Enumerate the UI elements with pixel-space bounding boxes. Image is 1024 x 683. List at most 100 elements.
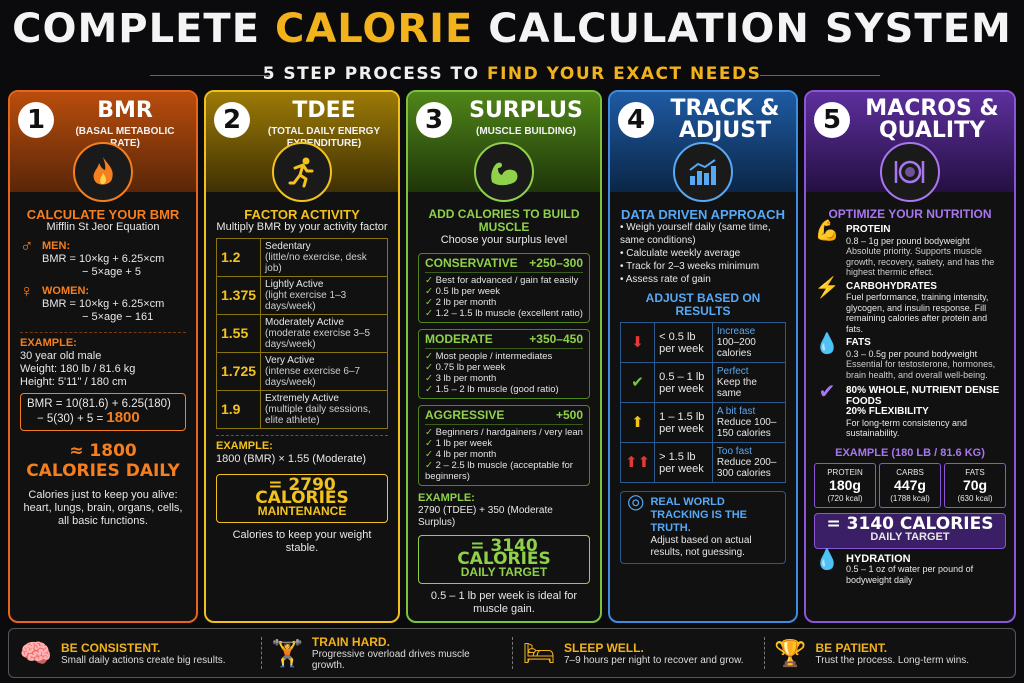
action-text: Keep the same xyxy=(716,377,757,399)
activity-factor: 1.2 xyxy=(215,238,262,277)
footer-tip: 🏆 BE PATIENT. Trust the process. Long-term… xyxy=(763,629,1016,677)
tier-item: 4 lb per month xyxy=(425,449,583,460)
section-title: DATA DRIVEN APPROACH xyxy=(621,207,785,222)
male-icon: ♂ xyxy=(20,236,34,256)
macro-item: 💪 PROTEIN 0.8 – 1g per pound bodyweight Abs… xyxy=(814,220,1006,278)
tip-title: TRAIN HARD. xyxy=(311,635,390,649)
macro-note: Essential for testosterone, hormones, br… xyxy=(846,359,996,380)
macros-result-sub: DAILY TARGET xyxy=(870,530,950,543)
macro-item: 💧 FATS 0.3 – 0.5g per pound bodyweight Esse… xyxy=(814,334,1006,380)
tracking-steps: Weigh yourself daily (same time, same co… xyxy=(620,221,786,286)
page-title: COMPLETE CALORIE CALCULATION SYSTEM xyxy=(12,6,1012,52)
macro-cell-value: 70g xyxy=(962,476,988,493)
step-title: BMR xyxy=(97,98,153,123)
tip-desc: Small daily actions create big results. xyxy=(61,654,226,666)
footer-tip: 🧠 BE CONSISTENT. Small daily actions creat… xyxy=(9,629,261,677)
step-tdee-card: 2 TDEE (TOTAL DAILY ENERGY EXPENDITURE) … xyxy=(204,90,400,623)
target-icon: ◎ xyxy=(627,491,645,513)
adjust-action: Too fast Reduce 200–300 calories xyxy=(711,442,787,483)
quality-title: 80% WHOLE, NUTRIENT DENSE FOODS xyxy=(846,385,1000,407)
example-label: EXAMPLE: xyxy=(216,440,273,452)
macro-cell-value: 180g xyxy=(829,476,861,493)
list-item: Track for 2–3 weeks minimum xyxy=(620,260,786,273)
tier-item: Best for advanced / gain fat easily xyxy=(425,275,583,286)
example-label: EXAMPLE: xyxy=(20,337,77,349)
action-label: Too fast xyxy=(716,446,752,457)
tier-item: 1 lb per week xyxy=(425,438,583,449)
macro-cell: FATS 70g (630 kcal) xyxy=(944,462,1006,508)
step-subtitle: (BASAL METABOLIC RATE) xyxy=(75,126,175,149)
tip-desc: Progressive overload drives muscle growt… xyxy=(311,649,470,671)
divider xyxy=(760,75,880,76)
macro-note: Absolute priority. Supports muscle growt… xyxy=(846,246,995,277)
check-circle-icon: ✔ xyxy=(818,381,836,403)
trophy-icon: 🏆 xyxy=(774,637,807,668)
list-item: Assess rate of gain xyxy=(620,273,786,286)
example-line: 2790 (TDEE) + 350 (Moderate Surplus) xyxy=(418,505,553,528)
women-equation-2: − 5×age − 161 xyxy=(82,311,154,323)
adjust-title: ADJUST BASED ON RESULTS xyxy=(645,291,761,318)
step-title: MACROS & QUALITY xyxy=(865,96,999,143)
tier-value: +350–450 xyxy=(529,332,583,346)
surplus-result: = 3140 CALORIES xyxy=(457,536,551,569)
macro-icon: 💪 xyxy=(814,220,840,242)
tier-item: 1.2 – 1.5 lb muscle (excellent ratio) xyxy=(425,308,583,319)
macros-result: = 3140 CALORIES xyxy=(826,513,994,534)
tip-title: REAL WORLD TRACKING IS THE TRUTH. xyxy=(650,496,748,534)
tier-item: 2 lb per month xyxy=(425,297,583,308)
tips-footer: 🧠 BE CONSISTENT. Small daily actions creat… xyxy=(8,628,1016,678)
activity-row: 1.9 Extremely Active (multiple daily sessi… xyxy=(215,390,388,429)
activity-desc: Extremely Active (multiple daily sessions… xyxy=(260,390,388,429)
quality-title-2: 20% FLEXIBILITY xyxy=(846,406,929,417)
tier-name: MODERATE xyxy=(425,332,493,346)
bar-chart-icon xyxy=(673,142,733,202)
action-label: A bit fast xyxy=(716,406,756,417)
step-number: 5 xyxy=(814,102,850,138)
activity-level: Sedentary xyxy=(265,241,311,252)
activity-factor: 1.55 xyxy=(215,314,262,353)
section-title: ADD CALORIES TO BUILD MUSCLE xyxy=(428,207,580,234)
arrow-icon: ✔ xyxy=(619,362,656,403)
activity-detail: (light exercise 1–3 days/week) xyxy=(265,290,347,312)
activity-desc: Very Active (intense exercise 6–7 days/we… xyxy=(260,352,388,391)
activity-desc: Moderately Active (moderate exercise 3–5 … xyxy=(260,314,388,353)
bmr-result: ≈ 1800 CALORIES DAILY xyxy=(26,441,180,481)
female-icon: ♀ xyxy=(20,281,34,301)
divider xyxy=(150,75,270,76)
arrow-icon: ⬆ xyxy=(619,402,656,443)
macro-cell: CARBS 447g (1788 kcal) xyxy=(879,462,941,508)
macro-item: ⚡ CARBOHYDRATES Fuel performance, training… xyxy=(814,278,1006,335)
tier-item: 0.75 lb per week xyxy=(425,362,583,373)
tier-item: 1.5 – 2 lb muscle (good ratio) xyxy=(425,384,583,395)
macro-cell-label: CARBS xyxy=(896,467,924,477)
macro-cell-kcal: (1788 kcal) xyxy=(890,493,930,503)
tier-name: AGGRESSIVE xyxy=(425,408,505,422)
plate-icon xyxy=(880,142,940,202)
action-text: 100–200 calories xyxy=(716,337,756,359)
activity-row: 1.375 Lightly Active (light exercise 1–3 d… xyxy=(215,276,388,315)
activity-detail: (moderate exercise 3–5 days/week) xyxy=(265,328,371,350)
section-desc: Choose your surplus level xyxy=(440,234,568,246)
action-text: Reduce 200–300 calories xyxy=(716,457,777,479)
macro-cell-label: PROTEIN xyxy=(827,467,863,477)
example-line: 30 year old male xyxy=(20,350,102,362)
macro-cell-value: 447g xyxy=(894,476,926,493)
running-icon xyxy=(272,142,332,202)
adjust-action: A bit fast Reduce 100–150 calories xyxy=(711,402,787,443)
tdee-result: = 2790 CALORIES xyxy=(255,475,349,508)
surplus-result-sub: DAILY TARGET xyxy=(460,565,548,579)
step-number: 3 xyxy=(416,102,452,138)
gain-rate: < 0.5 lb per week xyxy=(654,322,713,363)
macro-desc: 0.8 – 1g per pound bodyweight xyxy=(846,235,970,246)
tier-item: Beginners / hardgainers / very lean xyxy=(425,427,583,438)
bmr-note: Calories just to keep you alive: heart, … xyxy=(23,489,183,527)
example-line: 1800 (BMR) × 1.55 (Moderate) xyxy=(216,453,367,465)
step-subtitle: (TOTAL DAILY ENERGY EXPENDITURE) xyxy=(267,126,381,149)
macro-cell-label: FATS xyxy=(965,467,985,477)
brain-icon: 🧠 xyxy=(19,637,53,668)
gain-rate: 0.5 – 1 lb per week xyxy=(654,362,713,403)
women-equation: BMR = 10×kg + 6.25×cm xyxy=(42,298,165,310)
tip-title: SLEEP WELL. xyxy=(564,640,644,655)
tier-value: +250–300 xyxy=(529,256,583,270)
step-bmr-card: 1 BMR (BASAL METABOLIC RATE) CALCULATE Y… xyxy=(8,90,198,623)
